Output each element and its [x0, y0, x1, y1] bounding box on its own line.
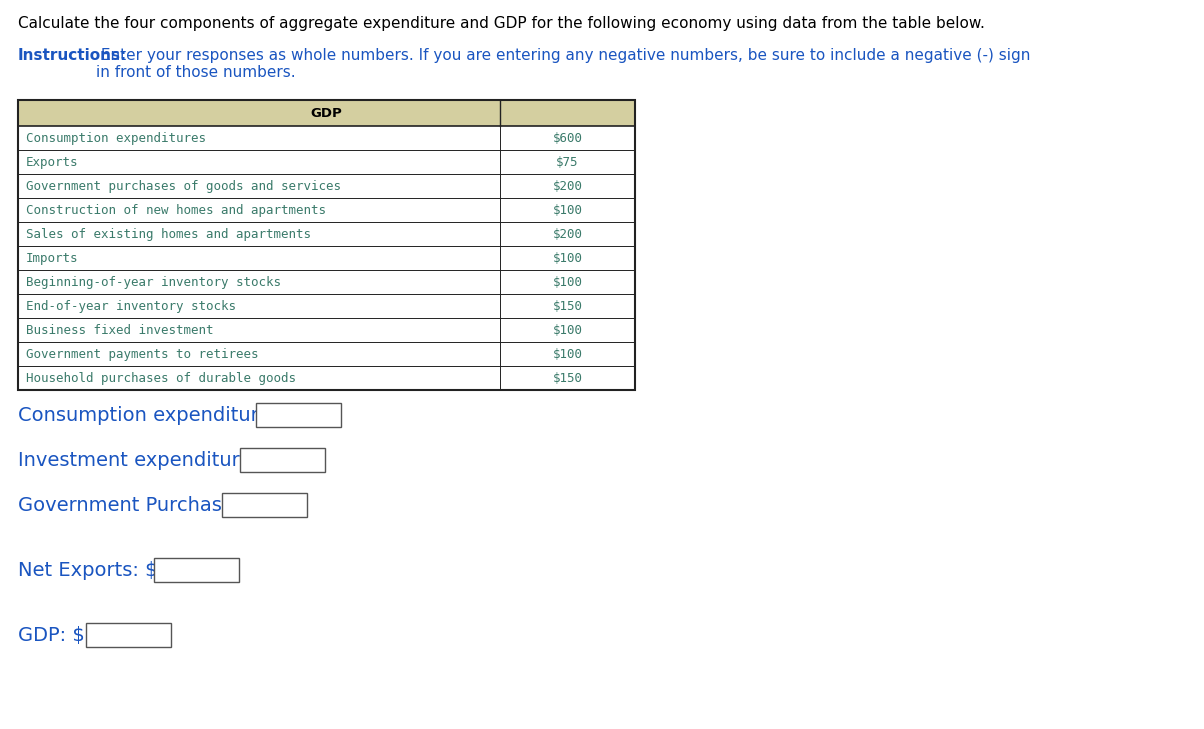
Text: $75: $75 — [556, 155, 579, 168]
Text: Calculate the four components of aggregate expenditure and GDP for the following: Calculate the four components of aggrega… — [18, 16, 985, 31]
Text: $150: $150 — [553, 300, 583, 313]
Bar — [240, 448, 325, 472]
Text: Government payments to retirees: Government payments to retirees — [26, 348, 259, 361]
Text: Enter your responses as whole numbers. If you are entering any negative numbers,: Enter your responses as whole numbers. I… — [96, 48, 1031, 80]
Bar — [154, 558, 240, 582]
Text: Consumption expenditures: Consumption expenditures — [26, 131, 206, 144]
Text: GDP: $: GDP: $ — [18, 625, 84, 644]
Text: Beginning-of-year inventory stocks: Beginning-of-year inventory stocks — [26, 276, 281, 289]
Bar — [18, 198, 635, 222]
Bar — [18, 174, 635, 198]
Text: Business fixed investment: Business fixed investment — [26, 324, 213, 337]
Text: $100: $100 — [553, 203, 583, 217]
Text: $100: $100 — [553, 252, 583, 265]
Text: $200: $200 — [553, 179, 583, 192]
Text: Exports: Exports — [26, 155, 78, 168]
Text: $100: $100 — [553, 324, 583, 337]
Text: Government Purchases: $: Government Purchases: $ — [18, 496, 270, 515]
Bar — [18, 294, 635, 318]
Text: $100: $100 — [553, 276, 583, 289]
Text: Government purchases of goods and services: Government purchases of goods and servic… — [26, 179, 341, 192]
Bar — [18, 342, 635, 366]
Bar — [222, 493, 307, 517]
Text: Net Exports: $: Net Exports: $ — [18, 561, 158, 580]
Bar — [18, 150, 635, 174]
Text: Imports: Imports — [26, 252, 78, 265]
Bar — [256, 403, 341, 427]
Bar — [18, 100, 635, 126]
Bar — [85, 623, 171, 647]
Text: GDP: GDP — [311, 106, 342, 120]
Text: Sales of existing homes and apartments: Sales of existing homes and apartments — [26, 227, 311, 241]
Bar — [18, 222, 635, 246]
Text: Investment expenditures: $: Investment expenditures: $ — [18, 451, 287, 469]
Bar — [18, 270, 635, 294]
Bar — [18, 318, 635, 342]
Text: $150: $150 — [553, 372, 583, 384]
Bar — [18, 126, 635, 150]
Text: Instructions:: Instructions: — [18, 48, 128, 63]
Bar — [18, 366, 635, 390]
Bar — [18, 246, 635, 270]
Text: Construction of new homes and apartments: Construction of new homes and apartments — [26, 203, 326, 217]
Text: End-of-year inventory stocks: End-of-year inventory stocks — [26, 300, 236, 313]
Text: Household purchases of durable goods: Household purchases of durable goods — [26, 372, 296, 384]
Text: $600: $600 — [553, 131, 583, 144]
Bar — [18, 100, 635, 390]
Text: $200: $200 — [553, 227, 583, 241]
Text: $100: $100 — [553, 348, 583, 361]
Text: Consumption expenditures: $: Consumption expenditures: $ — [18, 405, 306, 424]
